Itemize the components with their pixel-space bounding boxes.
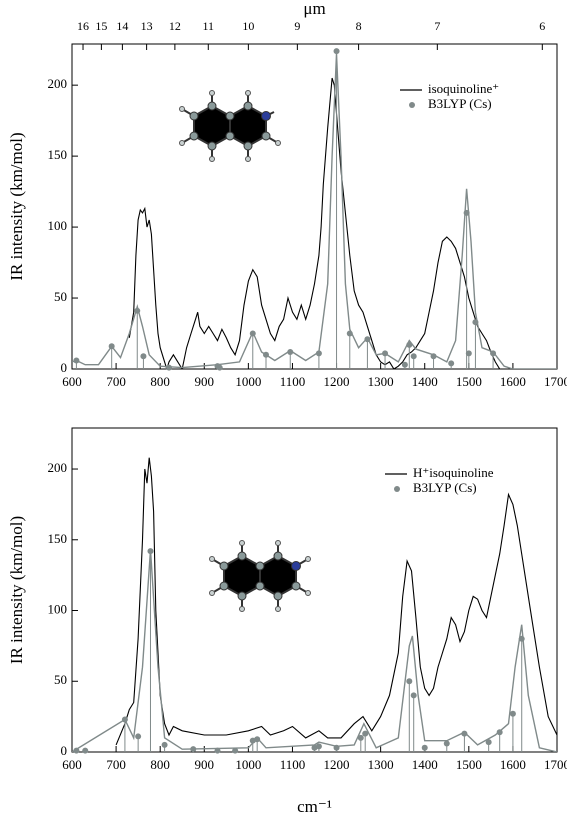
stick-dot (410, 353, 417, 360)
stick-dot (410, 692, 417, 699)
spectrum-line (72, 53, 557, 369)
stick-dot (461, 730, 468, 737)
stick-dot (401, 361, 408, 368)
y-tick-label: 50 (54, 289, 67, 304)
x-tick-label: 1000 (235, 374, 261, 389)
x-axis-title: cm⁻¹ (297, 797, 332, 816)
x2-tick-label: 6 (539, 19, 545, 33)
legend-label: H⁺isoquinoline (413, 465, 494, 480)
stick-dot (333, 48, 340, 55)
stick-dot (362, 730, 369, 737)
x2-tick-label: 12 (169, 19, 181, 33)
stick-dot (448, 360, 455, 367)
x2-tick-label: 11 (202, 19, 214, 33)
x-tick-label: 800 (150, 757, 170, 772)
legend-symbol (409, 102, 415, 108)
x-tick-label: 1500 (456, 757, 482, 772)
x2-axis-title: μm (303, 0, 325, 18)
legend-label: B3LYP (Cs) (413, 480, 477, 495)
x-tick-label: 700 (106, 757, 126, 772)
x2-tick-label: 9 (294, 19, 300, 33)
stick-dot (421, 744, 428, 751)
x-tick-label: 900 (195, 757, 215, 772)
stick-dot (509, 710, 516, 717)
x-tick-label: 1200 (324, 757, 350, 772)
x-tick-label: 1600 (500, 757, 526, 772)
x-tick-label: 600 (62, 374, 82, 389)
x2-tick-label: 7 (434, 19, 440, 33)
stick-dot (216, 364, 223, 371)
stick-dot (140, 353, 147, 360)
x-tick-label: 1400 (412, 757, 438, 772)
x-tick-label: 1700 (544, 757, 567, 772)
x-tick-label: 1300 (368, 757, 394, 772)
y-tick-label: 150 (48, 147, 68, 162)
x-tick-label: 1400 (412, 374, 438, 389)
y-tick-label: 0 (61, 360, 68, 375)
y-tick-label: 100 (48, 218, 68, 233)
spectrum-line (72, 549, 557, 752)
stick-dot (465, 350, 472, 357)
x-tick-label: 1500 (456, 374, 482, 389)
y-tick-label: 200 (48, 76, 68, 91)
x-tick-label: 900 (195, 374, 215, 389)
legend-symbol (394, 486, 400, 492)
y-tick-label: 150 (48, 531, 68, 546)
stick-dot (443, 740, 450, 747)
x-tick-label: 1100 (280, 374, 306, 389)
y-tick-label: 50 (54, 672, 67, 687)
stick-dot (82, 747, 89, 754)
x2-tick-label: 16 (77, 19, 89, 33)
molecule-top (179, 90, 281, 162)
stick-dot (315, 350, 322, 357)
y-tick-label: 200 (48, 460, 68, 475)
stick-dot (315, 743, 322, 750)
x-tick-label: 1600 (500, 374, 526, 389)
stick-dot (161, 741, 168, 748)
spectrum-line (128, 77, 501, 369)
y-tick-label: 100 (48, 601, 68, 616)
legend-label: isoquinoline⁺ (428, 81, 499, 96)
stick-dot (232, 747, 239, 754)
x-tick-label: 1700 (544, 374, 567, 389)
y-axis-title: IR intensity (km/mol) (7, 516, 26, 664)
x-tick-label: 1300 (368, 374, 394, 389)
x2-tick-label: 13 (141, 19, 153, 33)
stick-dot (406, 678, 413, 685)
x2-tick-label: 14 (116, 19, 128, 33)
x-tick-label: 600 (62, 757, 82, 772)
stick-dot (135, 733, 142, 740)
x-tick-label: 800 (150, 374, 170, 389)
plot-frame (71, 43, 558, 370)
molecule-bottom (209, 540, 311, 612)
y-axis-title: IR intensity (km/mol) (7, 132, 26, 280)
x-tick-label: 1100 (280, 757, 306, 772)
x2-tick-label: 10 (242, 19, 254, 33)
x-tick-label: 1000 (235, 757, 261, 772)
spectrum-line (115, 457, 557, 746)
x2-tick-label: 8 (356, 19, 362, 33)
stick-dot (357, 734, 364, 741)
x-tick-label: 700 (106, 374, 126, 389)
stick-dot (485, 739, 492, 746)
y-tick-label: 0 (61, 743, 68, 758)
x2-tick-label: 15 (95, 19, 107, 33)
x-tick-label: 1200 (324, 374, 350, 389)
stick-dot (287, 348, 294, 355)
stick-dot (254, 736, 261, 743)
legend-label: B3LYP (Cs) (428, 96, 492, 111)
